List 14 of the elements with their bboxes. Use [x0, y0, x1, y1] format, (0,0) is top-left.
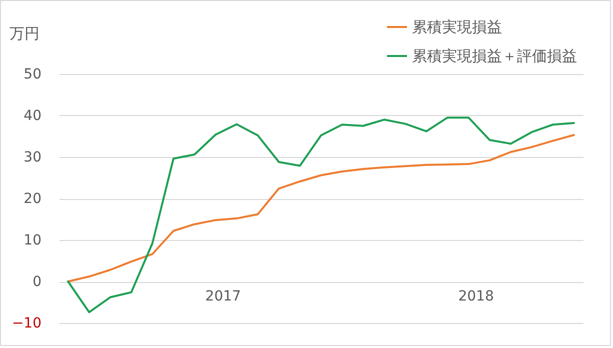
- line-series: [67, 134, 575, 282]
- y-tick-label: 30: [24, 150, 42, 166]
- y-tick-label: −10: [12, 316, 42, 332]
- x-tick-label: 2017: [205, 288, 241, 304]
- legend-label: 累積実現損益: [412, 18, 502, 36]
- legend-label: 累積実現損益＋評価損益: [412, 47, 577, 65]
- x-tick-label: 2018: [458, 288, 494, 304]
- y-tick-label: 50: [24, 66, 42, 82]
- y-tick-label: 40: [24, 108, 42, 124]
- y-tick-label: 10: [24, 232, 42, 248]
- y-tick-label: 0: [32, 274, 42, 290]
- y-axis-title: 万円: [10, 24, 40, 42]
- y-tick-label: 20: [24, 191, 42, 207]
- line-series: [67, 116, 575, 314]
